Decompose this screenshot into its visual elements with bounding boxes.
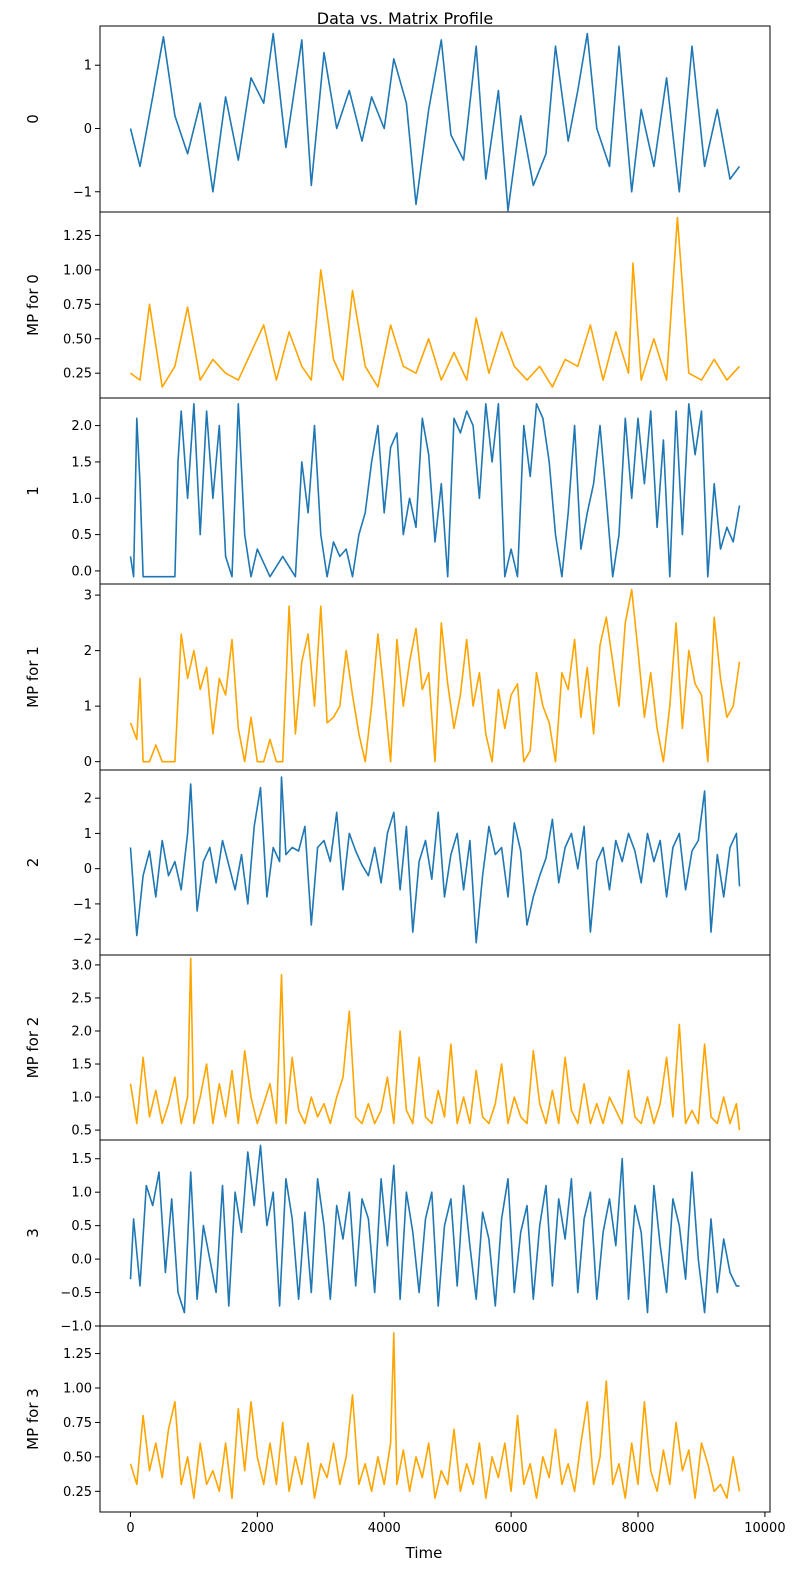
x-tick-label: 0	[126, 1521, 134, 1536]
series-line-4	[129, 776, 741, 944]
y-axis-label: MP for 3	[24, 1388, 42, 1450]
y-axis-label: 1	[24, 486, 42, 496]
y-tick-label: −1	[73, 185, 92, 200]
x-axis-label: Time	[405, 1544, 443, 1562]
y-tick-label: 1	[84, 700, 92, 715]
y-tick-label: 0.0	[71, 564, 92, 579]
y-axis-label: MP for 1	[24, 646, 42, 708]
y-tick-label: 2.5	[71, 991, 92, 1006]
y-axis-label: 3	[24, 1228, 42, 1238]
axes-frame-7	[99, 1325, 771, 1513]
subplot-4: −2 −1 0 1 2 2	[24, 769, 771, 956]
y-tick-label: 0	[84, 862, 92, 877]
axes-frame-1	[99, 211, 771, 399]
y-tick-label: −0.5	[60, 1286, 92, 1301]
subplot-3: 0 1 2 3 MP for 1	[24, 583, 771, 771]
y-tick-label: 1.00	[63, 263, 92, 278]
x-tick-label: 8000	[621, 1521, 654, 1536]
y-tick-label: 2	[84, 792, 92, 807]
y-tick-label: 1.25	[63, 229, 92, 244]
y-axis-label: 2	[24, 858, 42, 868]
y-tick-label: 0.5	[71, 1124, 92, 1139]
x-tick-label: 10000	[744, 1521, 785, 1536]
subplot-5: 0.5 1.0 1.5 2.0 2.5 3.0 MP for 2	[24, 954, 771, 1141]
y-tick-label: −1.0	[60, 1320, 92, 1335]
series-line-6	[129, 1144, 740, 1314]
y-tick-label: 0.5	[71, 1219, 92, 1234]
y-tick-label: 0.25	[63, 367, 92, 382]
y-axis-label: 0	[24, 114, 42, 124]
x-tick-label: 4000	[368, 1521, 401, 1536]
axes-frame-3	[99, 583, 771, 771]
series-line-1	[130, 216, 741, 388]
y-tick-label: 1	[84, 827, 92, 842]
y-tick-label: 1.25	[63, 1347, 92, 1362]
subplot-1: 0.25 0.50 0.75 1.00 1.25 MP for 0	[24, 211, 771, 399]
series-line-3	[129, 588, 741, 763]
series-line-0	[129, 32, 741, 212]
y-tick-label: 1	[84, 59, 92, 74]
axes-frame-6	[99, 1139, 771, 1327]
y-tick-label: 0.25	[63, 1485, 92, 1500]
y-axis-label: MP for 2	[24, 1017, 42, 1079]
axes-frame-5	[99, 954, 771, 1141]
series-line-5	[129, 957, 741, 1131]
series-line-2	[129, 402, 741, 578]
y-tick-label: 0	[84, 755, 92, 770]
y-tick-label: 2.0	[71, 1024, 92, 1039]
y-tick-label: 1.00	[63, 1382, 92, 1397]
y-tick-label: 1.0	[71, 1091, 92, 1106]
subplot-2: 0.0 0.5 1.0 1.5 2.0 1	[24, 397, 771, 585]
y-tick-label: −2	[73, 933, 92, 948]
y-tick-label: 0.0	[71, 1253, 92, 1268]
y-tick-label: 0	[84, 122, 92, 137]
figure-title: Data vs. Matrix Profile	[317, 9, 493, 28]
subplot-6: −1.0 −0.5 0.0 0.5 1.0 1.5 3	[24, 1139, 771, 1335]
x-tick-label: 2000	[241, 1521, 274, 1536]
y-axis-label: MP for 0	[24, 274, 42, 336]
y-tick-label: 3.0	[71, 958, 92, 973]
y-tick-label: 0.50	[63, 332, 92, 347]
y-tick-label: 1.5	[71, 455, 92, 470]
subplot-0: −1 0 1 0	[24, 25, 771, 213]
y-tick-label: −1	[73, 897, 92, 912]
x-tick-label: 6000	[495, 1521, 528, 1536]
y-tick-label: 1.0	[71, 492, 92, 507]
y-tick-label: 3	[84, 589, 92, 604]
y-tick-label: 0.50	[63, 1450, 92, 1465]
y-tick-label: 1.0	[71, 1186, 92, 1201]
y-tick-label: 0.75	[63, 1416, 92, 1431]
y-tick-label: 0.75	[63, 298, 92, 313]
series-line-7	[129, 1332, 741, 1499]
y-tick-label: 1.5	[71, 1152, 92, 1167]
y-tick-label: 0.5	[71, 528, 92, 543]
y-tick-label: 1.5	[71, 1058, 92, 1073]
y-tick-label: 2.0	[71, 419, 92, 434]
axes-frame-0	[99, 25, 771, 213]
subplot-7: 0.25 0.50 0.75 1.00 1.25 MP for 3 0 2000 4000 600…	[24, 1325, 786, 1536]
axes-frame-4	[99, 769, 771, 956]
y-tick-label: 2	[84, 644, 92, 659]
